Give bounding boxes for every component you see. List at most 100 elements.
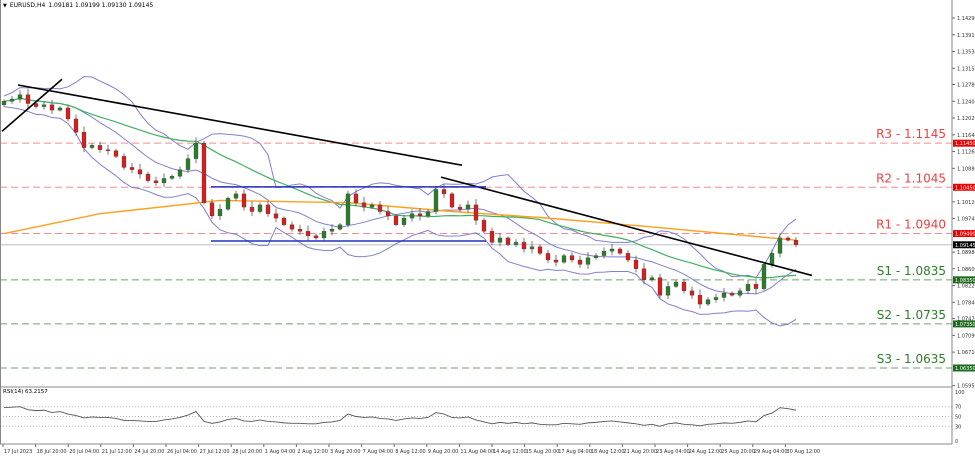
y-tick-label: 1.13150 — [957, 66, 975, 72]
candle-bearish — [681, 281, 687, 291]
candle-bullish — [433, 189, 439, 212]
level-price-tag-text: 1.10450 — [955, 185, 975, 191]
candle-bearish — [657, 277, 663, 296]
y-tick-label: 1.07090 — [957, 333, 975, 339]
candle-bearish — [129, 167, 135, 170]
candle-bearish — [105, 149, 111, 151]
candle-bullish — [169, 176, 175, 179]
candle-bearish — [313, 235, 319, 239]
candle-bullish — [257, 204, 263, 212]
x-tick-label: 11 Aug 04:00 — [460, 449, 494, 455]
candle-bearish — [625, 253, 631, 261]
level-label: R3 - 1.1145 — [876, 127, 946, 141]
candle-bearish — [121, 156, 127, 168]
candle-bearish — [49, 104, 55, 111]
rsi-label: RSI(14) 63.2157 — [3, 389, 48, 395]
current-price-tag — [953, 241, 975, 249]
candle-bullish — [761, 264, 767, 289]
candle-bearish — [489, 231, 495, 243]
level-price-tag-text: 1.06350 — [955, 366, 975, 372]
candle-bearish — [633, 259, 639, 269]
candle-bearish — [753, 284, 759, 289]
candle-bullish — [217, 209, 223, 217]
candle-bullish — [713, 297, 719, 300]
candle-bullish — [705, 299, 711, 305]
rsi-tick-label: 30 — [955, 424, 961, 430]
candle-bullish — [529, 246, 535, 250]
candle-bearish — [385, 211, 391, 217]
candle-bearish — [473, 204, 479, 221]
dropdown-triangle-icon[interactable]: ▼ — [3, 2, 7, 9]
bollinger-lower-band — [3, 106, 797, 327]
rsi-tick-label: 50 — [955, 415, 961, 421]
y-tick-label: 1.06710 — [957, 350, 975, 356]
rsi-tick-label: 100 — [955, 390, 965, 396]
level-price-tag-text: 1.11450 — [955, 141, 975, 147]
x-tick-label: 21 Jul 12:00 — [102, 449, 132, 455]
candle-bullish — [225, 198, 231, 210]
candle-bearish — [553, 259, 559, 263]
candle-bearish — [145, 173, 151, 181]
candle-bullish — [345, 193, 351, 225]
rsi-line — [3, 406, 797, 427]
candle-bearish — [569, 255, 575, 261]
level-price-tag — [953, 230, 975, 238]
candle-bearish — [281, 217, 287, 225]
y-tick-label: 1.14290 — [957, 16, 975, 22]
candle-bullish — [185, 158, 191, 170]
moving-average-fast — [3, 97, 797, 279]
x-tick-label: 2 Aug 12:00 — [297, 449, 328, 455]
level-price-tag-text: 1.07350 — [955, 322, 975, 328]
candle-bullish — [89, 145, 95, 148]
y-tick-label: 1.07840 — [957, 300, 975, 306]
candle-bearish — [441, 189, 447, 195]
candle-bearish — [209, 202, 215, 217]
y-tick-label: 1.05950 — [957, 384, 975, 390]
candle-bearish — [377, 204, 383, 212]
x-tick-label: 18 Aug 12:00 — [591, 449, 625, 455]
level-price-tag — [953, 139, 975, 147]
candle-bearish — [353, 193, 359, 203]
y-tick-label: 1.07470 — [957, 317, 975, 323]
candle-bullish — [321, 231, 327, 239]
candle-bearish — [537, 246, 543, 254]
candle-bearish — [361, 202, 367, 208]
trendline-2 — [1, 78, 63, 132]
symbol-label: EURUSD,H4 — [9, 2, 46, 9]
x-tick-label: 27 Jul 12:00 — [200, 449, 230, 455]
x-tick-label: 23 Aug 04:00 — [656, 449, 690, 455]
level-label: S3 - 1.0635 — [877, 352, 946, 366]
candle-bearish — [689, 290, 695, 296]
level-label: S1 - 1.0835 — [877, 264, 946, 278]
y-tick-label: 1.12780 — [957, 83, 975, 89]
trendline-0 — [17, 84, 463, 167]
candle-bullish — [465, 204, 471, 210]
candle-bearish — [297, 228, 303, 232]
candle-bearish — [305, 231, 311, 236]
candle-bearish — [273, 213, 279, 219]
candle-bearish — [505, 237, 511, 245]
y-tick-label: 1.08980 — [957, 250, 975, 256]
x-tick-label: 17 Jul 2023 — [4, 449, 32, 455]
trendline-1 — [440, 176, 813, 277]
candle-bullish — [17, 94, 23, 100]
x-tick-label: 17 Aug 04:00 — [558, 449, 592, 455]
y-tick-label: 1.13910 — [957, 33, 975, 39]
candle-bullish — [497, 237, 503, 243]
candle-bearish — [265, 204, 271, 214]
candle-bullish — [401, 217, 407, 225]
candle-bullish — [513, 242, 519, 245]
candle-bearish — [241, 193, 247, 208]
level-price-tag-text: 1.08350 — [955, 278, 975, 284]
candle-bearish — [201, 143, 207, 203]
x-tick-label: 21 Aug 20:00 — [623, 449, 657, 455]
candle-bullish — [161, 178, 167, 184]
x-tick-label: 1 Aug 04:00 — [265, 449, 296, 455]
y-tick-label: 1.08600 — [957, 267, 975, 273]
candle-bearish — [577, 259, 583, 265]
moving-average-slow — [3, 199, 797, 241]
candle-bearish — [785, 237, 791, 241]
chart-header: ▼ EURUSD,H4 1.09181 1.09199 1.09130 1.09… — [3, 2, 153, 9]
